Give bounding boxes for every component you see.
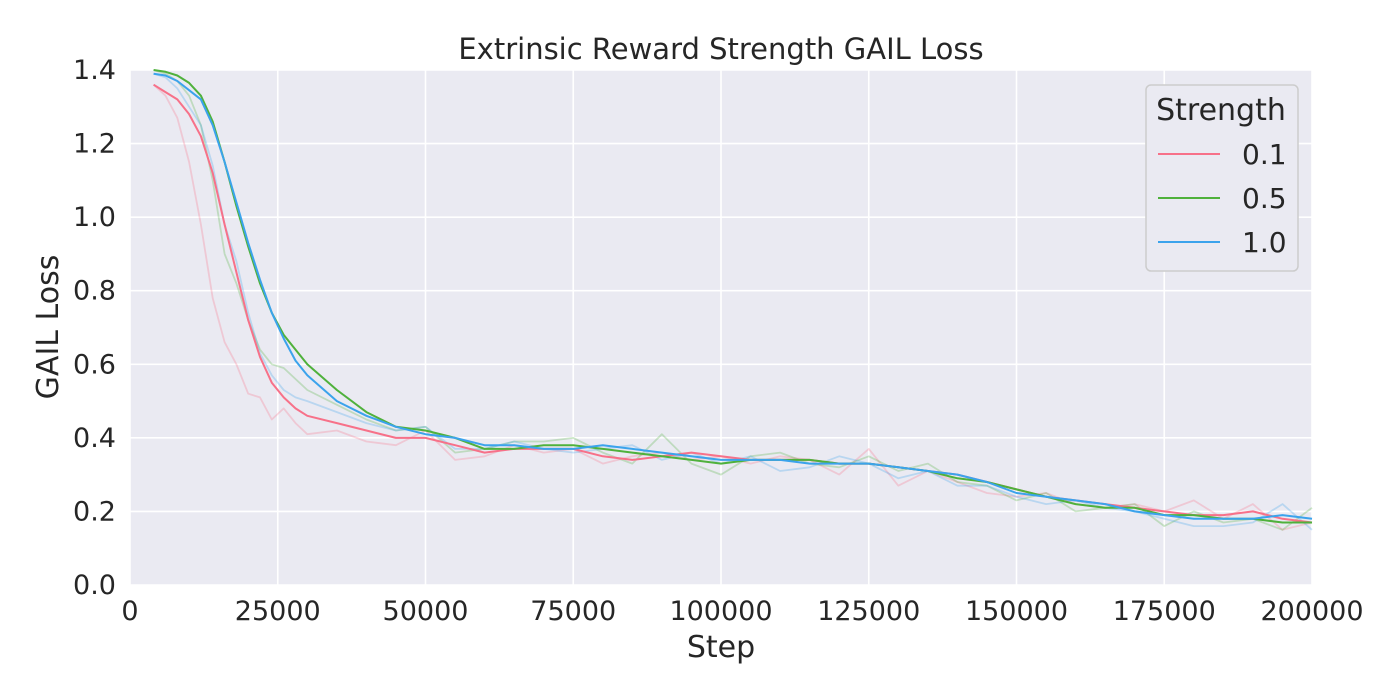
legend-label-0.1: 0.1	[1242, 138, 1287, 171]
x-tick-label: 200000	[1260, 596, 1363, 627]
grid	[129, 69, 1313, 586]
series-1.0-line	[153, 72, 1313, 520]
x-tick-label: 0	[121, 596, 138, 627]
x-tick-label: 150000	[965, 596, 1068, 627]
y-axis-label: GAIL Loss	[31, 255, 66, 400]
y-tick-label: 1.0	[73, 202, 116, 233]
x-tick-label: 75000	[530, 596, 616, 627]
smoothed-series-lines	[153, 69, 1313, 524]
legend: Strength 0.1 0.5 1.0	[1145, 84, 1299, 272]
series-0.5-line	[153, 69, 1312, 524]
x-tick-label: 175000	[1113, 596, 1216, 627]
x-tick-label: 100000	[669, 596, 772, 627]
x-axis-label: Step	[687, 630, 755, 665]
legend-box	[1145, 84, 1299, 272]
x-tick-label: 25000	[235, 596, 321, 627]
y-tick-labels: 0.0 0.2 0.4 0.6 0.8 1.0 1.2 1.4	[73, 55, 116, 601]
y-tick-label: 1.2	[73, 129, 116, 160]
y-tick-label: 0.4	[73, 423, 116, 454]
y-tick-label: 0.6	[73, 349, 116, 380]
y-tick-label: 1.4	[73, 55, 116, 86]
x-tick-label: 125000	[817, 596, 920, 627]
legend-label-1.0: 1.0	[1242, 226, 1287, 259]
y-tick-label: 0.8	[73, 276, 116, 307]
y-tick-label: 0.2	[73, 496, 116, 527]
legend-title: Strength	[1156, 93, 1286, 128]
y-tick-label: 0.0	[73, 570, 116, 601]
x-tick-labels: 0 25000 50000 75000 100000 125000 150000 175000…	[121, 596, 1363, 627]
x-tick-label: 50000	[383, 596, 469, 627]
legend-items: 0.1 0.5 1.0	[1158, 138, 1287, 259]
legend-label-0.5: 0.5	[1242, 182, 1287, 215]
chart-title: Extrinsic Reward Strength GAIL Loss	[458, 32, 983, 66]
